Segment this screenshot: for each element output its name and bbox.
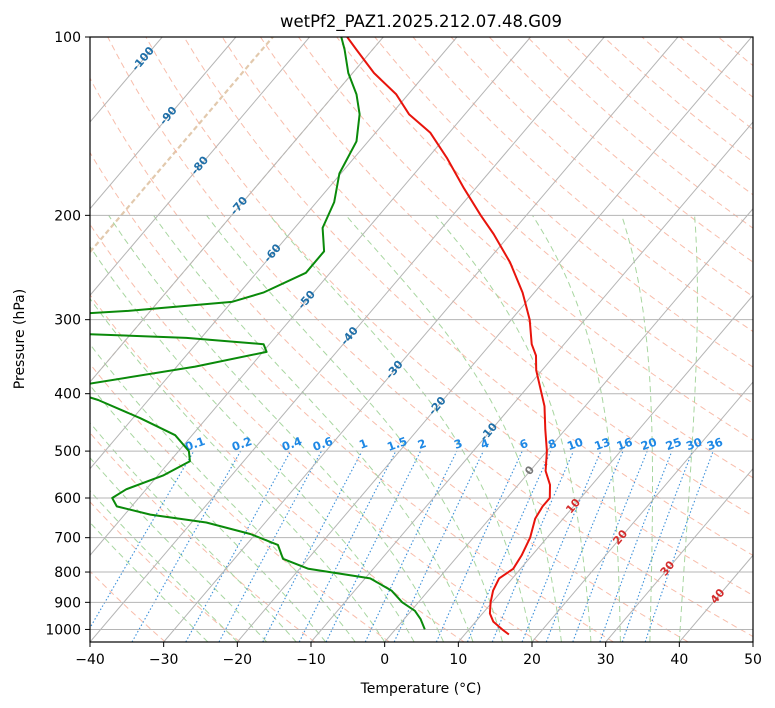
moist-adiabat — [435, 214, 592, 642]
moist-adiabat — [90, 490, 238, 642]
y-tick-label: 300 — [54, 313, 81, 329]
mixing-ratio-line — [364, 450, 458, 642]
isotherm-line — [531, 381, 753, 642]
dry-adiabat — [145, 37, 753, 597]
y-tick-label: 400 — [54, 387, 81, 403]
mixing-ratio-line — [491, 450, 575, 642]
moist-adiabat — [90, 245, 415, 642]
mixing-ratio-label: 10 — [565, 435, 585, 454]
mixing-ratio-label: 20 — [639, 435, 659, 454]
moist-adiabat — [153, 215, 474, 642]
moist-adiabat — [90, 297, 386, 642]
x-axis-title: Temperature (°C) — [360, 681, 482, 697]
isotherm-line — [384, 207, 753, 642]
moist-adiabat — [90, 521, 209, 642]
y-tick-label: 600 — [54, 491, 81, 507]
dry-adiabat — [90, 223, 540, 642]
mixing-ratio-line — [218, 450, 322, 642]
x-tick-label: −20 — [223, 652, 253, 668]
y-tick-label: 700 — [54, 531, 81, 547]
dry-adiabat — [221, 37, 753, 517]
plot-area — [90, 37, 753, 642]
x-tick-label: 0 — [380, 652, 389, 668]
dry-adiabat — [90, 151, 614, 642]
moist-adiabat — [269, 214, 533, 642]
dry-adiabat — [450, 37, 753, 298]
sounding-profiles — [90, 37, 551, 636]
isotherm-line — [90, 37, 605, 642]
dry-adiabat — [90, 363, 390, 642]
mixing-ratio-line — [435, 450, 523, 642]
mixing-ratio-label: 30 — [684, 435, 704, 454]
dry-adiabat — [90, 501, 241, 642]
mixing-ratio-label: 13 — [592, 435, 612, 454]
isotherm-line — [605, 467, 753, 642]
temperature-line — [346, 37, 551, 636]
background-lines — [90, 37, 753, 642]
x-tick-label: 40 — [670, 652, 688, 668]
moist-adiabat — [532, 215, 621, 642]
x-tick-label: 50 — [744, 652, 762, 668]
isotherm-line — [90, 37, 384, 383]
mixing-ratio-labels: 0.1 0.2 0.4 0.6 1 1.5 2 3 4 6 8 10 13 16 20 25 30 36 — [183, 434, 725, 454]
dewpoint-line — [90, 37, 426, 630]
isotherm-line — [236, 37, 752, 642]
moist-adiabat — [90, 422, 297, 642]
moist-adiabat — [206, 214, 503, 642]
moist-adiabat — [108, 215, 445, 642]
mixing-ratio-label: 0.1 — [183, 434, 207, 454]
mixing-ratio-line — [185, 450, 292, 642]
x-tick-label: 30 — [597, 652, 615, 668]
dry-adiabat — [412, 37, 753, 333]
dry-adiabat — [90, 77, 689, 642]
mixing-ratio-label: 0.4 — [280, 434, 304, 454]
x-tick-label: −30 — [149, 652, 179, 668]
moist-adiabat — [621, 215, 653, 642]
moist-adiabat — [678, 215, 698, 642]
y-tick-label: 1000 — [45, 622, 81, 638]
mixing-ratio-line — [262, 450, 363, 642]
dry-adiabat — [183, 37, 753, 556]
isotherm-line — [457, 294, 753, 642]
y-tick-label: 800 — [54, 565, 81, 581]
x-tick-label: −10 — [296, 652, 326, 668]
isotherm-line — [90, 37, 237, 210]
mixing-ratio-label: 36 — [705, 435, 725, 454]
y-axis-title: Pressure (hPa) — [12, 289, 28, 389]
x-tick-label: 20 — [523, 652, 541, 668]
y-tick-label: 200 — [54, 208, 81, 224]
moist-adiabat — [90, 457, 268, 642]
x-tick-label: 10 — [449, 652, 467, 668]
dry-adiabat — [90, 570, 166, 642]
isotherm-line — [90, 37, 531, 557]
mixing-ratio-label: 0.6 — [311, 434, 335, 454]
mixing-ratio-line — [298, 450, 397, 642]
y-tick-label: 500 — [54, 444, 81, 460]
y-tick-label: 100 — [54, 30, 81, 46]
dry-adiabat — [90, 293, 465, 642]
mixing-ratio-line — [393, 450, 484, 642]
isotherm-line — [310, 121, 753, 642]
mixing-ratio-line — [621, 450, 693, 642]
mixing-ratio-line — [90, 450, 195, 629]
mixing-ratio-label: 25 — [664, 435, 684, 454]
y-axis: 100 200 300 400 500 600 700 800 900 1000 — [45, 30, 90, 638]
isotherm-line — [90, 37, 310, 297]
chart-title: wetPf2_PAZ1.2025.212.07.48.G09 — [280, 12, 562, 32]
mixing-ratio-line — [325, 450, 422, 642]
mixing-ratio-label: 16 — [615, 435, 635, 454]
plot-frame — [89, 36, 754, 643]
y-tick-label: 900 — [54, 595, 81, 611]
mixing-ratio-label: 0.2 — [230, 434, 254, 454]
mixing-ratio-line — [521, 450, 602, 642]
isotherm-line — [163, 37, 679, 642]
x-axis: −40 −30 −20 −10 0 10 20 30 40 50 — [75, 642, 762, 668]
x-tick-label: −40 — [75, 652, 105, 668]
mixing-ratio-line — [131, 450, 242, 642]
mixing-ratio-label: 1.5 — [385, 434, 409, 454]
moist-adiabat — [90, 384, 327, 642]
dry-adiabat — [90, 432, 316, 642]
